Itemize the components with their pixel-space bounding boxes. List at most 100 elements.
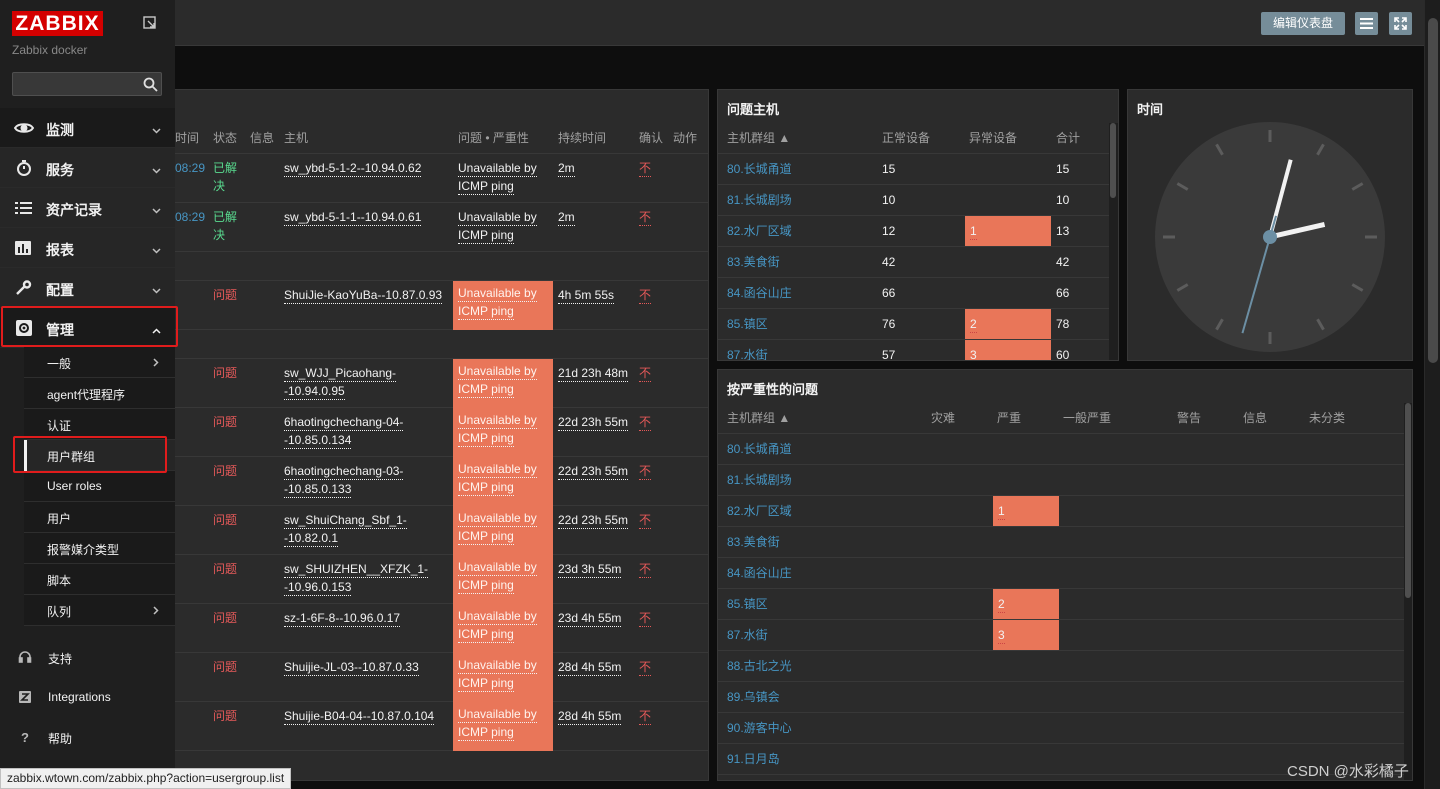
menu-item-2[interactable]: 服务 xyxy=(0,148,175,188)
problem-ack-link[interactable]: 不 xyxy=(639,562,652,578)
host-group-link[interactable]: 84.函谷山庄 xyxy=(727,566,792,580)
col-host[interactable]: 主机 xyxy=(284,131,309,145)
problem-ack-link[interactable]: 不 xyxy=(639,366,652,382)
page-scrollbar[interactable] xyxy=(1424,0,1440,789)
problem-host-link[interactable]: sw_ybd-5-1-1--10.94.0.61 xyxy=(284,210,422,226)
host-group-link[interactable]: 87.水街 xyxy=(727,628,768,642)
problem-duration[interactable]: 2m xyxy=(558,208,575,226)
problem-name[interactable]: Unavailable by ICMP ping xyxy=(458,609,537,643)
problem-name[interactable]: Unavailable by ICMP ping xyxy=(458,286,537,320)
bottom-menu-item-1[interactable]: 支持 xyxy=(0,637,175,677)
menu-item-5[interactable]: 配置 xyxy=(0,268,175,308)
submenu-item-5[interactable]: User roles xyxy=(24,471,175,502)
search-icon[interactable] xyxy=(143,77,158,95)
bad-count[interactable]: 3 xyxy=(970,348,977,360)
problem-severity-cell[interactable]: Unavailable by ICMP ping xyxy=(453,604,553,653)
submenu-item-2[interactable]: agent代理程序 xyxy=(24,378,175,409)
problem-ack[interactable]: 不 xyxy=(639,159,652,177)
problem-severity-cell[interactable]: Unavailable by ICMP ping xyxy=(453,359,553,408)
menu-item-6[interactable]: 管理 xyxy=(0,308,175,348)
problem-duration[interactable]: 23d 4h 55m xyxy=(558,609,622,627)
problem-duration-link[interactable]: 4h 5m 55s xyxy=(558,288,615,304)
bottom-menu-item-3[interactable]: ? 帮助 xyxy=(0,717,175,757)
problem-name[interactable]: Unavailable by ICMP ping xyxy=(458,462,537,496)
submenu-item-9[interactable]: 队列 xyxy=(24,595,175,626)
problem-name[interactable]: Unavailable by ICMP ping xyxy=(458,658,537,692)
problem-duration[interactable]: 22d 23h 55m xyxy=(558,462,629,480)
problem-severity-cell[interactable]: Unavailable by ICMP ping xyxy=(453,408,553,457)
problem-host-link[interactable]: sz-1-6F-8--10.96.0.17 xyxy=(284,611,401,627)
problem-name[interactable]: Unavailable by ICMP ping xyxy=(458,511,537,545)
problem-host-link[interactable]: ShuiJie-KaoYuBa--10.87.0.93 xyxy=(284,288,443,304)
problem-duration[interactable]: 28d 4h 55m xyxy=(558,658,622,676)
problem-host-link[interactable]: Shuijie-JL-03--10.87.0.33 xyxy=(284,660,419,676)
problem-host-link[interactable]: sw_SHUIZHEN__XFZK_1--10.96.0.153 xyxy=(284,562,429,596)
problem-ack[interactable]: 不 xyxy=(639,462,652,480)
problem-ack[interactable]: 不 xyxy=(639,609,652,627)
problem-duration[interactable]: 21d 23h 48m xyxy=(558,364,629,382)
problem-ack[interactable]: 不 xyxy=(639,286,652,304)
high-count[interactable]: 3 xyxy=(998,628,1005,644)
problem-ack-link[interactable]: 不 xyxy=(639,709,652,725)
problem-severity-cell[interactable]: Unavailable by ICMP ping xyxy=(453,555,553,604)
host-group-link[interactable]: 81.长城剧场 xyxy=(727,473,792,487)
submenu-item-1[interactable]: 一般 xyxy=(24,347,175,378)
problem-ack[interactable]: 不 xyxy=(639,658,652,676)
problem-name[interactable]: Unavailable by ICMP ping xyxy=(458,413,537,447)
bottom-menu-item-2[interactable]: Integrations xyxy=(0,677,175,717)
problem-name[interactable]: Unavailable by ICMP ping xyxy=(458,707,537,741)
search-input[interactable] xyxy=(12,72,162,96)
problem-name-cell[interactable]: Unavailable by ICMP ping xyxy=(458,159,548,195)
problem-ack[interactable]: 不 xyxy=(639,560,652,578)
problem-ack-link[interactable]: 不 xyxy=(639,161,652,177)
problem-duration-link[interactable]: 23d 3h 55m xyxy=(558,562,622,578)
host-group-link[interactable]: 87.水街 xyxy=(727,348,768,361)
problem-host[interactable]: Shuijie-B04-04--10.87.0.104 xyxy=(284,707,449,725)
problem-host-link[interactable]: 6haotingchechang-04--10.85.0.134 xyxy=(284,415,404,449)
high-count-cell[interactable]: 1 xyxy=(993,496,1059,526)
problem-duration-link[interactable]: 22d 23h 55m xyxy=(558,513,629,529)
problem-severity-cell[interactable]: Unavailable by ICMP ping xyxy=(453,702,553,751)
problem-time[interactable]: 08:29 xyxy=(175,161,206,175)
fullscreen-icon[interactable] xyxy=(1389,12,1412,35)
problem-duration-link[interactable]: 23d 4h 55m xyxy=(558,611,622,627)
col-host-group[interactable]: 主机群组 ▲ xyxy=(727,131,791,145)
bad-count[interactable]: 2 xyxy=(970,317,977,333)
problem-time[interactable]: 08:29 xyxy=(175,210,206,224)
problem-ack[interactable]: 不 xyxy=(639,208,652,226)
problem-ack-link[interactable]: 不 xyxy=(639,288,652,304)
host-group-link[interactable]: 85.镇区 xyxy=(727,317,768,331)
problem-duration[interactable]: 22d 23h 55m xyxy=(558,413,629,431)
host-group-link[interactable]: 84.函谷山庄 xyxy=(727,286,792,300)
problem-host[interactable]: sw_ShuiChang_Sbf_1--10.82.0.1 xyxy=(284,511,449,547)
problem-duration-link[interactable]: 22d 23h 55m xyxy=(558,415,629,431)
host-group-link[interactable]: 82.水厂区域 xyxy=(727,504,792,518)
problem-name[interactable]: Unavailable by ICMP ping xyxy=(458,560,537,594)
submenu-item-3[interactable]: 认证 xyxy=(24,409,175,440)
problem-ack-link[interactable]: 不 xyxy=(639,611,652,627)
problem-host[interactable]: sw_ybd-5-1-1--10.94.0.61 xyxy=(284,208,449,226)
menu-item-3[interactable]: 资产记录 xyxy=(0,188,175,228)
problem-host-link[interactable]: sw_ybd-5-1-2--10.94.0.62 xyxy=(284,161,422,177)
bad-count-cell[interactable]: 1 xyxy=(965,216,1051,246)
menu-item-4[interactable]: 报表 xyxy=(0,228,175,268)
problem-host[interactable]: ShuiJie-KaoYuBa--10.87.0.93 xyxy=(284,286,449,304)
submenu-item-8[interactable]: 脚本 xyxy=(24,564,175,595)
col-problem[interactable]: 问题 • 严重性 xyxy=(458,131,529,145)
problem-duration[interactable]: 23d 3h 55m xyxy=(558,560,622,578)
problem-ack-link[interactable]: 不 xyxy=(639,415,652,431)
problem-duration-link[interactable]: 2m xyxy=(558,210,575,226)
bad-count[interactable]: 1 xyxy=(970,224,977,240)
host-group-link[interactable]: 80.长城甬道 xyxy=(727,442,792,456)
zabbix-logo[interactable]: ZABBIX xyxy=(12,11,103,36)
problem-duration[interactable]: 28d 4h 55m xyxy=(558,707,622,725)
host-group-link[interactable]: 82.水厂区域 xyxy=(727,224,792,238)
host-group-link[interactable]: 80.长城甬道 xyxy=(727,162,792,176)
problem-host[interactable]: sw_ybd-5-1-2--10.94.0.62 xyxy=(284,159,449,177)
high-count[interactable]: 2 xyxy=(998,597,1005,613)
high-count-cell[interactable]: 3 xyxy=(993,620,1059,650)
col-time[interactable]: 时间 xyxy=(175,131,200,145)
collapse-sidebar-icon[interactable] xyxy=(143,16,157,33)
problem-name[interactable]: Unavailable by ICMP ping xyxy=(458,364,537,398)
host-group-link[interactable]: 88.古北之光 xyxy=(727,659,792,673)
